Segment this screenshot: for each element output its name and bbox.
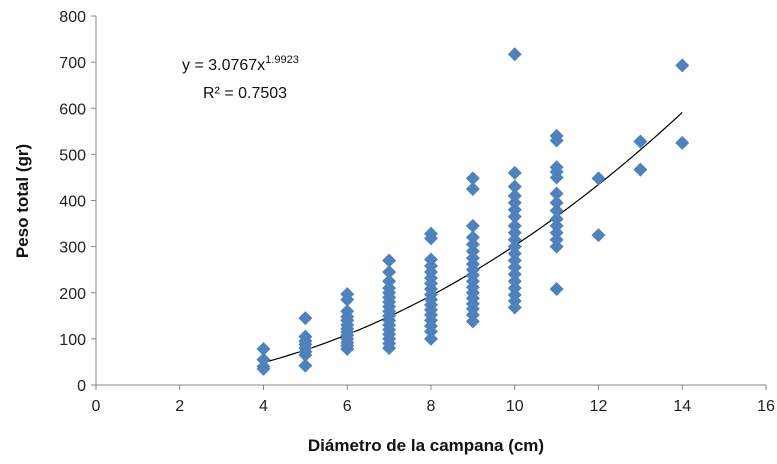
data-point [675,58,690,73]
data-point [298,311,313,326]
x-tick-label: 12 [590,398,608,415]
data-point [382,264,397,279]
y-axis-title: Peso total (gr) [13,144,32,258]
equation-exponent: 1.9923 [265,54,299,66]
y-tick-label: 300 [59,240,86,257]
x-tick-label: 16 [757,398,775,415]
data-point [340,292,355,307]
y-axis-ticks: 0 100 200 300 400 500 600 700 800 [59,9,96,395]
data-point [507,165,522,180]
data-point [549,282,564,297]
data-point [549,186,564,201]
data-point [256,361,271,376]
data-point [298,348,313,363]
data-point [298,358,313,373]
y-tick-label: 200 [59,286,86,303]
equation-text: y = 3.0767x [182,57,265,74]
data-point [507,47,522,62]
trendline-equation: y = 3.0767x1.9923 [182,54,299,74]
data-point [633,162,648,177]
data-point [675,135,690,150]
data-point [424,231,438,246]
data-point [465,218,480,233]
data-point [591,171,606,186]
data-point [256,342,271,357]
y-tick-label: 0 [77,378,86,395]
data-point [633,134,648,149]
y-tick-label: 500 [59,147,86,164]
data-point [549,203,564,218]
data-point [507,209,522,224]
y-tick-label: 400 [59,194,86,211]
x-tick-label: 6 [343,398,352,415]
data-point [424,331,438,346]
data-points [256,47,690,376]
data-point [382,253,397,268]
x-tick-label: 14 [673,398,691,415]
data-point [549,133,564,148]
data-point [465,181,480,196]
x-tick-label: 8 [427,398,436,415]
data-point [465,171,480,186]
x-tick-label: 0 [92,398,101,415]
data-point [591,228,606,243]
x-axis-title: Diámetro de la campana (cm) [308,436,544,455]
data-point [549,239,564,254]
y-tick-label: 800 [59,9,86,26]
data-point [549,170,564,185]
x-axis-ticks: 0 2 4 6 8 10 12 14 16 [92,385,775,415]
y-tick-label: 600 [59,101,86,118]
data-point [340,342,355,357]
data-point [507,179,522,194]
x-tick-label: 4 [259,398,268,415]
x-tick-label: 2 [175,398,184,415]
data-point [382,341,397,356]
y-tick-label: 700 [59,55,86,72]
data-point [465,314,480,329]
data-point [549,195,564,210]
r-squared-label: R² = 0.7503 [203,85,287,102]
data-point [507,300,522,315]
y-tick-label: 100 [59,332,86,349]
x-tick-label: 10 [506,398,524,415]
data-point [424,324,438,339]
